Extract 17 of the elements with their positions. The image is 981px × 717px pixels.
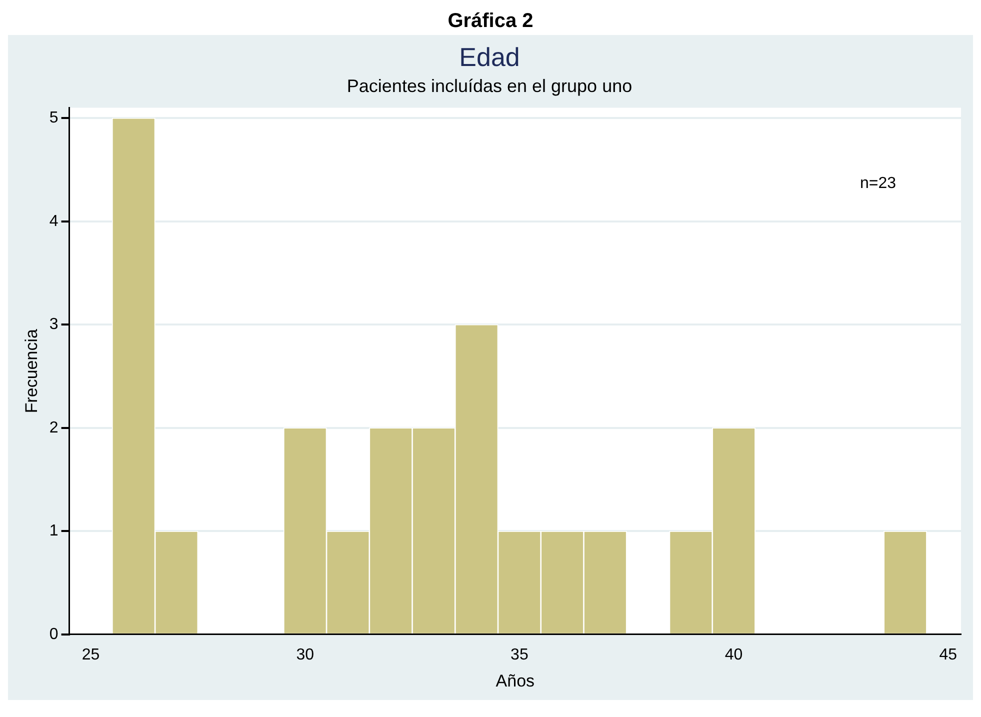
chart-title: Edad (459, 42, 520, 72)
y-tick-label: 5 (49, 110, 58, 127)
x-tick-label: 30 (296, 646, 314, 664)
y-axis-title: Frecuencia (22, 328, 41, 414)
annotation: n=23 (860, 174, 896, 192)
y-tick-label: 4 (49, 212, 58, 230)
y-tick-label: 2 (49, 419, 58, 436)
x-tick-label: 45 (939, 646, 958, 664)
y-tick-label: 3 (49, 316, 58, 334)
chart-subtitle: Pacientes incluídas en el grupo uno (346, 76, 632, 96)
x-tick-label: 25 (82, 646, 100, 664)
y-tick-label: 0 (49, 626, 58, 643)
x-tick-label: 40 (724, 646, 743, 664)
x-tick-label: 35 (510, 646, 528, 664)
x-axis-title: Años (496, 671, 535, 690)
y-tick-label: 1 (49, 522, 58, 540)
text: Gráfica 2 (8, 8, 973, 35)
